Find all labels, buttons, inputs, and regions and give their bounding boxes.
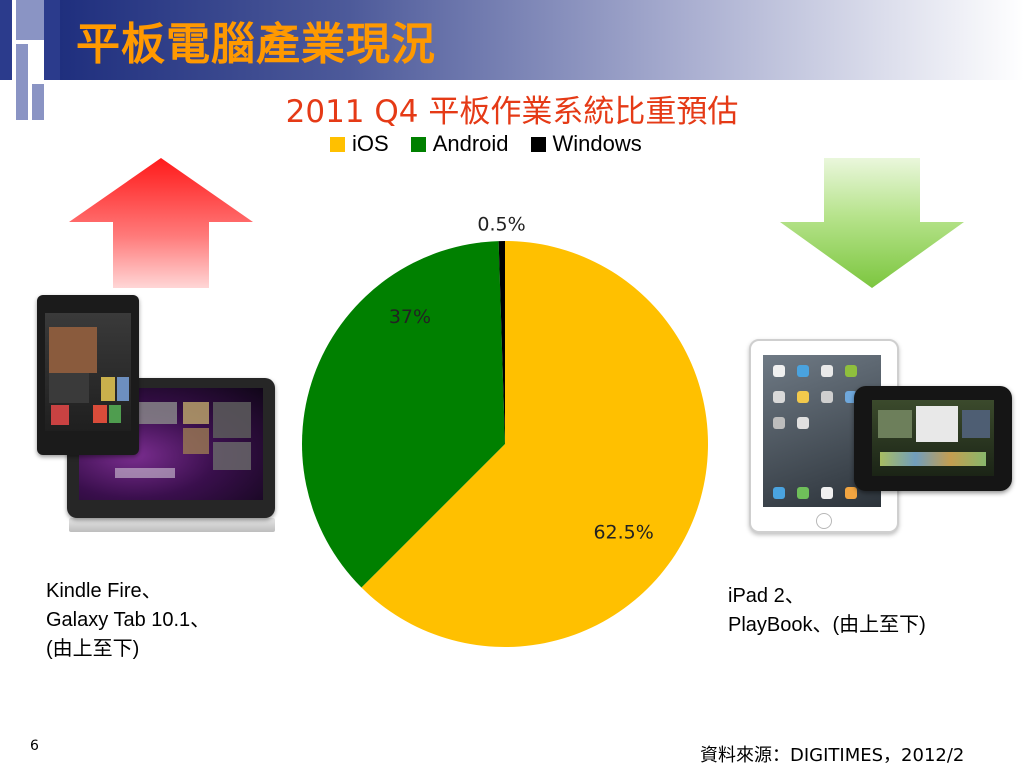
legend-label-android: Android	[432, 131, 509, 156]
app-icon	[797, 391, 809, 403]
app-icon	[797, 417, 809, 429]
playbook-image	[854, 386, 1012, 491]
book-cover	[49, 373, 89, 403]
widget-block	[115, 468, 175, 478]
window-tile	[878, 410, 912, 438]
source-citation: 資料來源：DIGITIMES，2012/2	[700, 745, 965, 766]
legend-item-android: Android	[410, 131, 509, 157]
caption-line: iPad 2、	[728, 585, 805, 607]
pie-slice-ios	[361, 241, 708, 647]
app-icon	[797, 487, 809, 499]
caption-line: Galaxy Tab 10.1、	[46, 609, 211, 631]
app-icon	[797, 365, 809, 377]
app-icon	[773, 487, 785, 499]
book-cover	[109, 405, 121, 423]
pie-slice-windows	[498, 241, 505, 444]
data-label-android: 37%	[389, 306, 431, 328]
widget-block	[213, 442, 251, 470]
app-icon	[773, 417, 785, 429]
caption-line: PlayBook、(由上至下)	[728, 614, 926, 636]
app-icon	[773, 365, 785, 377]
home-button	[816, 513, 832, 529]
chart-legend: iOS Android Windows	[330, 131, 664, 157]
decorative-block	[0, 0, 12, 80]
app-icon	[821, 365, 833, 377]
book-cover	[101, 377, 115, 401]
legend-label-windows: Windows	[552, 131, 642, 156]
app-icon	[845, 487, 857, 499]
kindle-fire-image	[37, 295, 139, 455]
window-tile	[916, 406, 958, 442]
left-device-caption: Kindle Fire、 Galaxy Tab 10.1、 (由上至下)	[46, 577, 210, 664]
arrow-down-icon	[780, 158, 964, 288]
book-cover	[93, 405, 107, 423]
legend-label-ios: iOS	[352, 131, 389, 156]
title-banner	[60, 0, 1024, 80]
legend-swatch-ios	[330, 136, 345, 152]
arrow-up-icon	[69, 158, 253, 288]
page-title: 平板電腦產業現況	[76, 19, 436, 70]
decorative-block	[16, 0, 44, 40]
widget-block	[213, 402, 251, 438]
decorative-block	[16, 44, 28, 120]
chart-title: 2011 Q4 平板作業系統比重預估	[285, 94, 739, 130]
window-tile	[962, 410, 990, 438]
decorative-block	[44, 0, 60, 80]
legend-item-windows: Windows	[530, 131, 642, 157]
legend-swatch-android	[410, 136, 426, 152]
slide-number: 6	[30, 738, 39, 754]
legend-item-ios: iOS	[330, 131, 389, 157]
galaxy-stand	[69, 518, 275, 532]
decorative-block	[32, 84, 44, 120]
app-row	[880, 452, 986, 466]
data-label-windows: 0.5%	[477, 213, 525, 235]
ipad-2-image	[749, 339, 899, 533]
playbook-screen	[872, 400, 994, 476]
pie-slice-android	[302, 241, 505, 588]
book-cover	[51, 405, 69, 425]
kindle-screen	[45, 313, 131, 431]
legend-swatch-windows	[530, 136, 546, 152]
widget-block	[183, 402, 209, 424]
caption-line: (由上至下)	[46, 638, 140, 660]
widget-block	[183, 428, 209, 454]
right-device-caption: iPad 2、 PlayBook、(由上至下)	[728, 582, 926, 640]
app-icon	[773, 391, 785, 403]
widget-block	[137, 402, 177, 424]
book-cover	[49, 327, 97, 373]
data-label-ios: 62.5%	[593, 521, 653, 543]
book-cover	[117, 377, 129, 401]
caption-line: Kindle Fire、	[46, 580, 162, 602]
app-icon	[821, 391, 833, 403]
app-icon	[821, 487, 833, 499]
app-icon	[845, 365, 857, 377]
